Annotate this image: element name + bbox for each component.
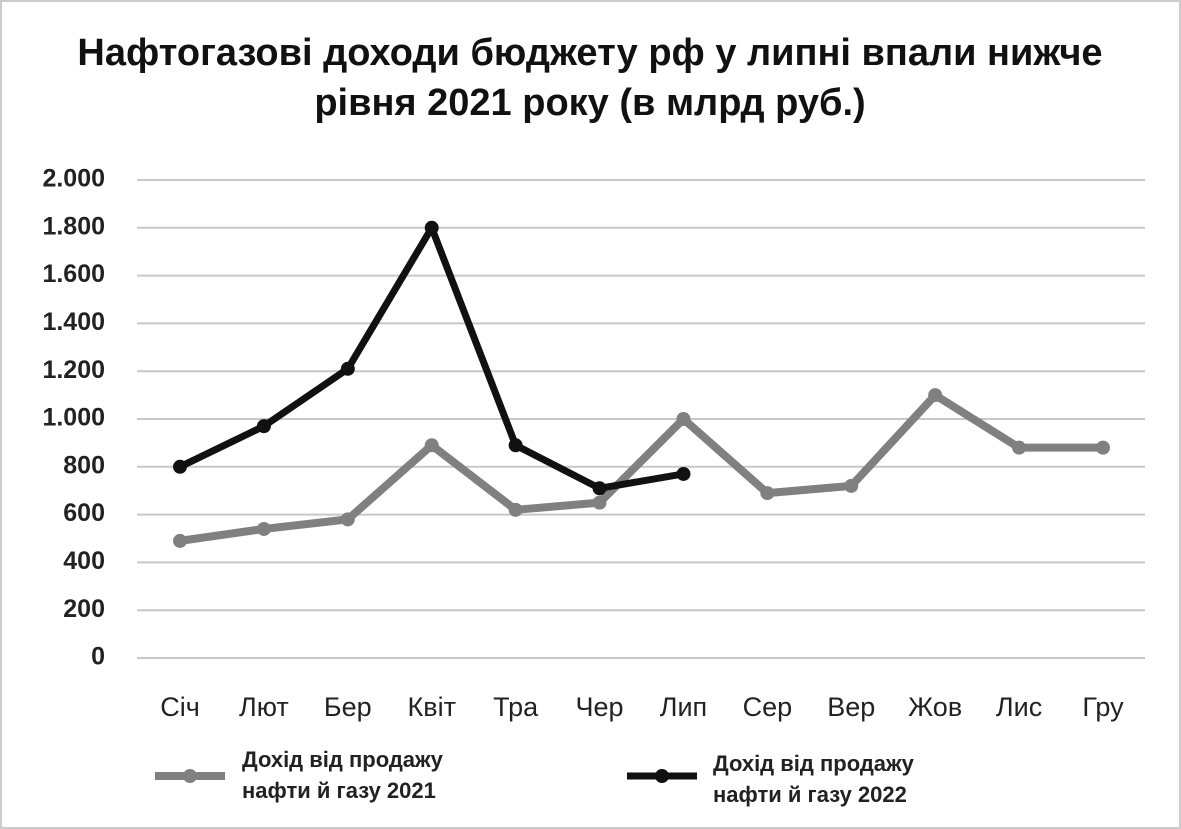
series-line bbox=[176, 391, 1107, 545]
point bbox=[1012, 440, 1027, 455]
point bbox=[1096, 440, 1110, 455]
x-tick-label: Січ bbox=[160, 692, 200, 722]
y-tick-label: 2.000 bbox=[42, 165, 105, 193]
chart-title: Нафтогазові доходи бюджету рф у липні вп… bbox=[77, 32, 1103, 124]
y-tick-label: 1.600 bbox=[42, 260, 105, 288]
point bbox=[592, 481, 607, 496]
x-tick-label: Лис bbox=[996, 692, 1042, 722]
x-tick-label: Чер bbox=[576, 692, 624, 722]
y-tick-label: 0 bbox=[91, 643, 105, 671]
point bbox=[424, 220, 439, 235]
legend-label: Дохід від продажу нафти й газу 2022 bbox=[713, 751, 914, 807]
x-tick-label: Гру bbox=[1082, 692, 1124, 722]
y-tick-label: 600 bbox=[63, 499, 105, 527]
point bbox=[173, 533, 187, 548]
x-tick-label: Тра bbox=[493, 692, 539, 722]
y-tick-label: 400 bbox=[63, 547, 105, 575]
x-tick-label: Лип bbox=[660, 692, 707, 722]
y-tick-label: 1.200 bbox=[42, 356, 105, 384]
point bbox=[928, 388, 943, 403]
y-tick-label: 1.000 bbox=[42, 404, 105, 432]
point bbox=[508, 438, 523, 453]
x-tick-label: Бер bbox=[324, 692, 372, 722]
point bbox=[760, 486, 775, 501]
legend-marker bbox=[183, 769, 197, 783]
point bbox=[508, 502, 523, 517]
y-tick-label: 800 bbox=[63, 451, 105, 479]
point bbox=[592, 495, 607, 510]
point bbox=[340, 512, 355, 527]
legend-label: Дохід від продажу нафти й газу 2021 bbox=[242, 747, 443, 803]
point bbox=[676, 412, 691, 426]
x-tick-label: Сер bbox=[743, 692, 793, 722]
point bbox=[424, 438, 439, 453]
x-tick-label: Лют bbox=[239, 692, 289, 722]
y-tick-label: 1.800 bbox=[42, 212, 105, 240]
point bbox=[340, 361, 355, 376]
point bbox=[676, 466, 691, 481]
y-tick-label: 200 bbox=[63, 595, 105, 623]
point bbox=[173, 459, 187, 474]
point bbox=[256, 419, 271, 434]
x-tick-label: Квіт bbox=[408, 692, 456, 722]
x-tick-label: Жов bbox=[908, 692, 962, 722]
x-tick-label: Вер bbox=[827, 692, 875, 722]
legend-marker bbox=[655, 769, 669, 783]
point bbox=[844, 478, 859, 493]
point bbox=[256, 521, 271, 536]
y-tick-label: 1.400 bbox=[42, 308, 105, 336]
